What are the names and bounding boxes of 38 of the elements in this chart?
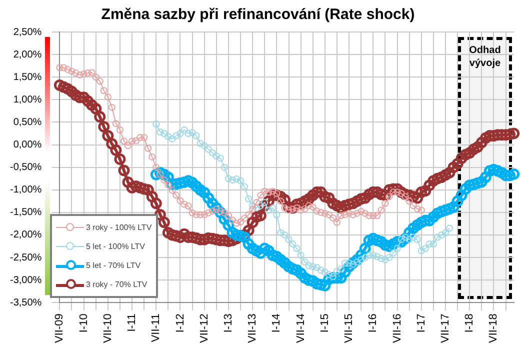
y-tick-label: 1,50% — [13, 72, 42, 83]
legend-label: 3 roky - 70% LTV — [86, 280, 148, 289]
x-tick-label: VII-13 — [246, 314, 259, 344]
chart-title: Změna sazby při refinancování (Rate shock) — [101, 6, 415, 24]
y-tick-label: -2,50% — [10, 252, 42, 264]
x-tick-label: I-12 — [174, 314, 186, 333]
x-tick-label: VII-11 — [150, 314, 162, 342]
x-tick-label: VII-18 — [488, 314, 500, 344]
y-tick-label: 2,00% — [13, 49, 42, 60]
x-tick-label: VII-09 — [54, 314, 66, 344]
y-tick-label: -1,00% — [10, 184, 42, 196]
x-tick-label: I-10 — [78, 314, 90, 333]
annotation: Odhad vývoje — [468, 44, 502, 70]
x-tick-label: I-11 — [126, 314, 138, 332]
y-tick-label: -2,00% — [10, 230, 42, 241]
y-tick-label: 0,50% — [13, 116, 42, 128]
legend-label: 3 roky - 100% LTV — [86, 223, 152, 232]
legend-label: 5 let - 100% LTV — [86, 242, 145, 251]
y-tick-label: 1,00% — [13, 94, 42, 106]
x-tick-label: I-14 — [270, 314, 283, 333]
y-tick-label: -3,00% — [10, 274, 42, 286]
x-tick-label: I-15 — [318, 314, 331, 333]
x-tick-label: I-13 — [222, 314, 234, 333]
x-tick-label: I-16 — [367, 314, 380, 333]
x-tick-label: I-17 — [415, 314, 428, 333]
y-tick-label: -1,50% — [10, 207, 42, 218]
x-tick-label: I-18 — [464, 314, 476, 333]
y-tick-label: 0,00% — [13, 140, 42, 151]
x-tick-label: VII-15 — [343, 314, 356, 344]
x-tick-label: VII-12 — [198, 314, 210, 344]
x-tick-label: VII-17 — [440, 314, 452, 344]
x-tick-label: VII-10 — [102, 314, 114, 344]
x-tick-label: VII-16 — [391, 314, 404, 344]
legend-label: 5 let - 70% LTV — [86, 261, 141, 270]
y-tick-label: 2,50% — [13, 26, 42, 38]
x-tick-label: VII-14 — [294, 314, 307, 344]
y-tick-label: -3,50% — [10, 297, 42, 308]
y-tick-label: -0,50% — [10, 162, 42, 174]
